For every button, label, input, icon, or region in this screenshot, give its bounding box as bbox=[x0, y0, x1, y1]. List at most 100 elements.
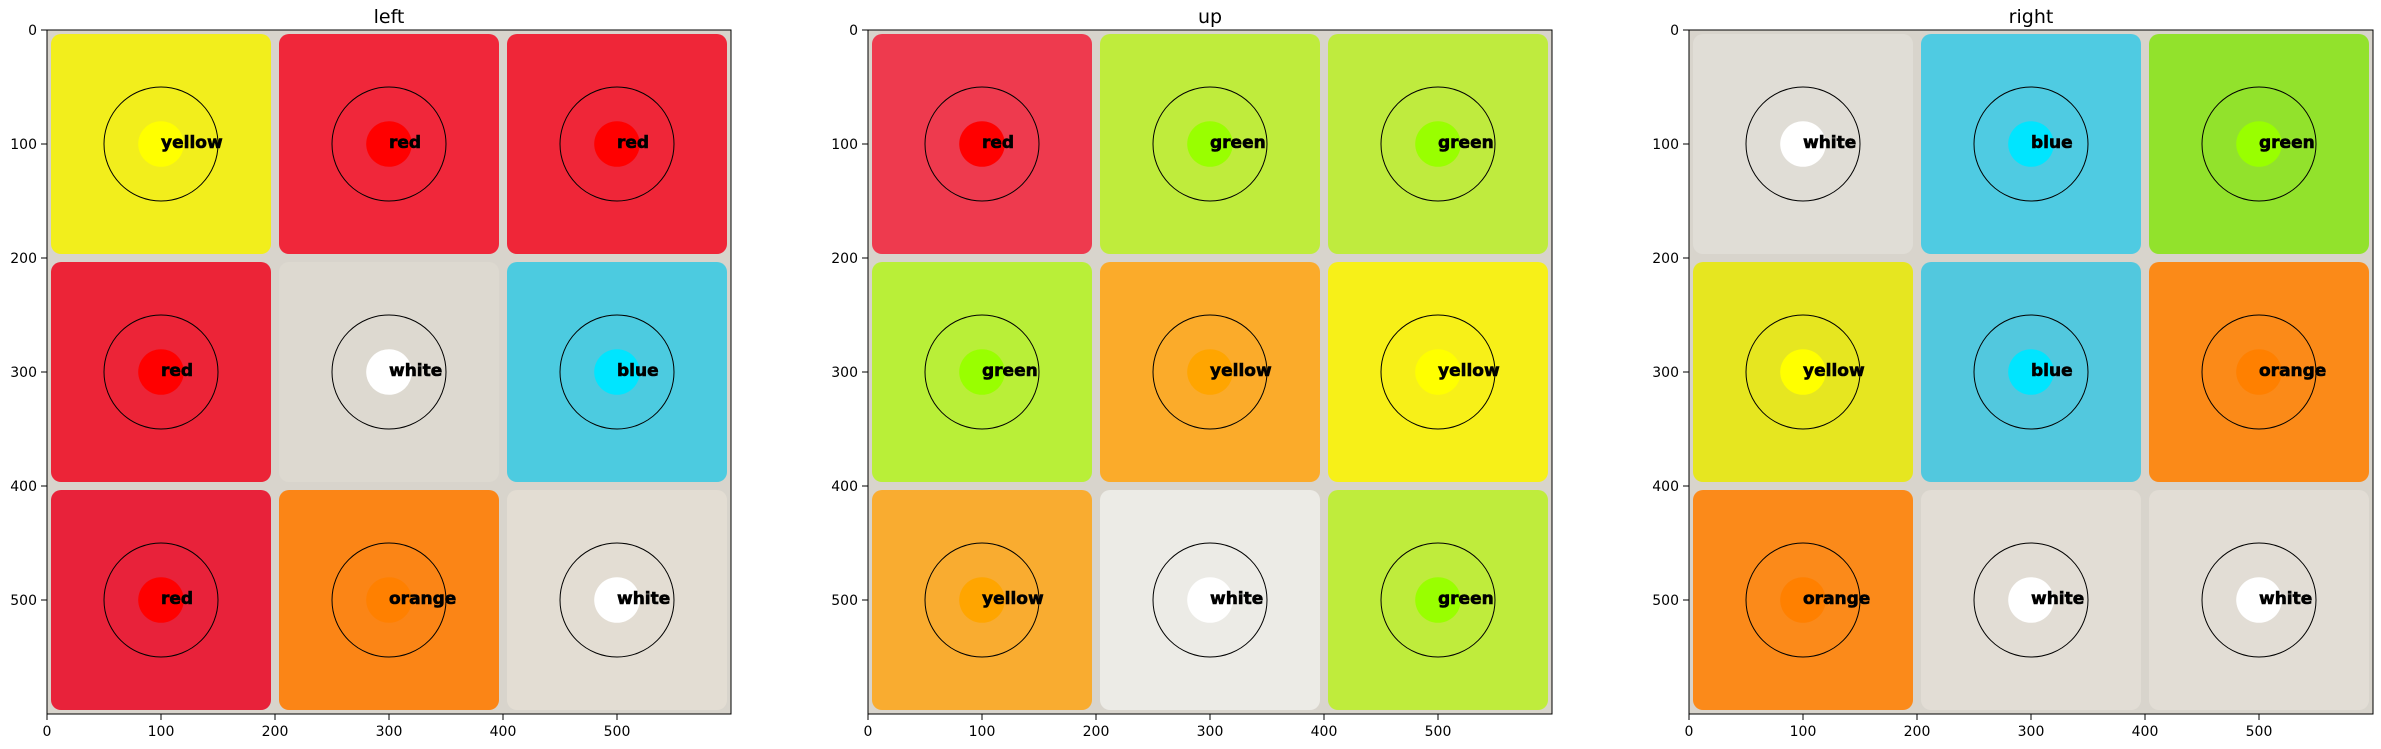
sample-ring bbox=[1152, 314, 1268, 430]
sample-dot bbox=[2236, 349, 2282, 395]
cell-label: blue bbox=[2031, 133, 2073, 153]
sample-dot bbox=[1415, 577, 1461, 623]
y-tick-label: 200 bbox=[831, 251, 858, 267]
y-tick-label: 300 bbox=[10, 365, 37, 381]
x-tick-label: 400 bbox=[2132, 724, 2159, 740]
panel-title: up bbox=[1198, 6, 1222, 28]
y-tick-label: 400 bbox=[831, 479, 858, 495]
y-tick-label: 0 bbox=[28, 23, 37, 39]
sample-dot bbox=[2008, 121, 2054, 167]
sample-dot bbox=[1780, 349, 1826, 395]
sample-ring bbox=[1152, 542, 1268, 658]
sample-ring bbox=[103, 86, 219, 202]
sample-dot bbox=[1415, 349, 1461, 395]
sample-dot bbox=[594, 577, 640, 623]
sample-ring bbox=[559, 542, 675, 658]
sample-dot bbox=[1187, 121, 1233, 167]
sample-dot bbox=[1187, 577, 1233, 623]
sample-dot bbox=[594, 349, 640, 395]
cell-label: red bbox=[161, 361, 193, 381]
sample-dot bbox=[2008, 577, 2054, 623]
sample-ring bbox=[331, 86, 447, 202]
cell-label: green bbox=[2259, 133, 2315, 153]
x-tick-label: 200 bbox=[1904, 724, 1931, 740]
cell-label: yellow bbox=[982, 589, 1044, 609]
cell-label: red bbox=[389, 133, 421, 153]
cell-label: red bbox=[617, 133, 649, 153]
sample-dot bbox=[959, 577, 1005, 623]
sample-ring bbox=[331, 314, 447, 430]
panel-title: right bbox=[2009, 6, 2054, 28]
sample-dot bbox=[594, 121, 640, 167]
cell-label: green bbox=[982, 361, 1038, 381]
sample-dot bbox=[138, 121, 184, 167]
sample-ring bbox=[2201, 542, 2317, 658]
panel-up: red green green green yellow yellow yellow whit… bbox=[831, 6, 1553, 740]
sample-dot bbox=[1187, 349, 1233, 395]
sample-dot bbox=[366, 121, 412, 167]
sample-ring bbox=[1745, 542, 1861, 658]
sample-ring bbox=[1380, 542, 1496, 658]
sample-ring bbox=[2201, 86, 2317, 202]
cell-label: white bbox=[1210, 589, 1263, 609]
y-tick-label: 200 bbox=[1652, 251, 1679, 267]
y-tick-label: 100 bbox=[10, 137, 37, 153]
y-tick-label: 300 bbox=[1652, 365, 1679, 381]
cell-label: white bbox=[1803, 133, 1856, 153]
x-tick-label: 300 bbox=[1197, 724, 1224, 740]
sample-dot bbox=[2236, 121, 2282, 167]
sample-ring bbox=[1152, 86, 1268, 202]
sample-ring bbox=[1745, 86, 1861, 202]
y-tick-label: 200 bbox=[10, 251, 37, 267]
panel-title: left bbox=[374, 6, 405, 28]
y-tick-label: 300 bbox=[831, 365, 858, 381]
sample-ring bbox=[103, 314, 219, 430]
x-tick-label: 0 bbox=[43, 724, 52, 740]
sample-ring bbox=[924, 542, 1040, 658]
sample-ring bbox=[1745, 314, 1861, 430]
y-tick-label: 100 bbox=[1652, 137, 1679, 153]
sample-dot bbox=[2008, 349, 2054, 395]
sample-dot bbox=[366, 577, 412, 623]
cell-label: green bbox=[1438, 589, 1494, 609]
cell-label: orange bbox=[1803, 589, 1870, 609]
cell-label: yellow bbox=[1210, 361, 1272, 381]
cell-label: white bbox=[617, 589, 670, 609]
cell-label: yellow bbox=[161, 133, 223, 153]
sample-ring bbox=[331, 542, 447, 658]
x-tick-label: 200 bbox=[262, 724, 289, 740]
x-tick-label: 100 bbox=[1790, 724, 1817, 740]
x-tick-label: 0 bbox=[864, 724, 873, 740]
cell-label: blue bbox=[2031, 361, 2073, 381]
y-tick-label: 400 bbox=[10, 479, 37, 495]
sample-dot bbox=[1780, 577, 1826, 623]
x-tick-label: 300 bbox=[376, 724, 403, 740]
y-tick-label: 500 bbox=[831, 593, 858, 609]
panel-right: white blue green yellow blue orange orange whit… bbox=[1652, 6, 2374, 740]
x-tick-label: 100 bbox=[148, 724, 175, 740]
sample-ring bbox=[559, 314, 675, 430]
x-tick-label: 300 bbox=[2018, 724, 2045, 740]
sample-ring bbox=[1973, 314, 2089, 430]
x-tick-label: 500 bbox=[1425, 724, 1452, 740]
cell-label: blue bbox=[617, 361, 659, 381]
sample-dot bbox=[138, 577, 184, 623]
sample-ring bbox=[924, 314, 1040, 430]
cell-label: white bbox=[2031, 589, 2084, 609]
sample-ring bbox=[1380, 86, 1496, 202]
sample-ring bbox=[1973, 542, 2089, 658]
x-tick-label: 100 bbox=[969, 724, 996, 740]
sample-dot bbox=[959, 349, 1005, 395]
sample-ring bbox=[1380, 314, 1496, 430]
sample-ring bbox=[1973, 86, 2089, 202]
x-tick-label: 400 bbox=[490, 724, 517, 740]
cell-label: white bbox=[2259, 589, 2312, 609]
sample-ring bbox=[559, 86, 675, 202]
y-tick-label: 100 bbox=[831, 137, 858, 153]
cell-label: green bbox=[1438, 133, 1494, 153]
sample-dot bbox=[138, 349, 184, 395]
cell-label: white bbox=[389, 361, 442, 381]
x-tick-label: 200 bbox=[1083, 724, 1110, 740]
y-tick-label: 0 bbox=[1670, 23, 1679, 39]
